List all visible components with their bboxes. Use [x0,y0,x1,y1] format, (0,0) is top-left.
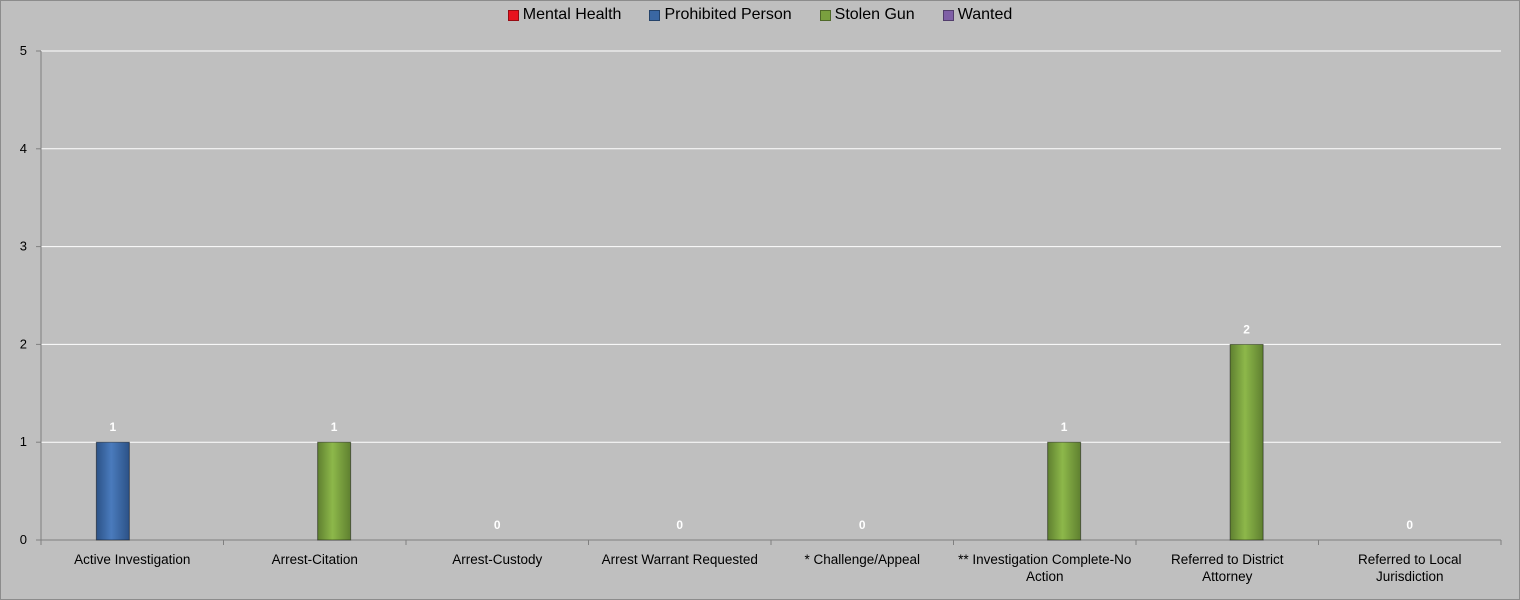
legend-item-mental-health: Mental Health [507,6,622,24]
legend-label: Prohibited Person [664,6,792,23]
y-tick-label: 3 [20,239,27,254]
data-label: 0 [859,518,866,532]
bar [95,441,130,541]
x-tick-label: * Challenge/Appeal [804,552,920,567]
legend-item-prohibited-person: Prohibited Person [649,6,792,24]
data-label: 1 [1061,420,1068,434]
x-tick-label: Arrest Warrant Requested [602,552,758,567]
legend-item-wanted: Wanted [942,6,1013,24]
data-label: 0 [676,518,683,532]
y-tick-label: 2 [20,336,27,351]
bar [1047,441,1082,541]
legend-label: Stolen Gun [834,6,915,23]
y-tick-label: 4 [20,141,27,156]
x-tick-label: ** Investigation Complete-No Action [958,552,1131,584]
data-label: 1 [110,420,117,434]
x-tick-label: Active Investigation [74,552,190,567]
data-label: 2 [1243,322,1250,336]
legend-swatch [942,9,954,21]
data-label: 0 [1406,518,1413,532]
legend-swatch [649,9,661,21]
legend-label: Wanted [957,6,1013,23]
x-tick-label: Referred to District Attorney [1171,552,1284,584]
legend: Mental Health Prohibited Person Stolen G… [0,6,1520,24]
legend-swatch [507,9,519,21]
y-tick-label: 0 [20,532,27,547]
x-tick-label: Arrest-Custody [452,552,542,567]
bar [317,441,352,541]
legend-swatch [819,9,831,21]
legend-item-stolen-gun: Stolen Gun [819,6,915,24]
x-tick-label: Arrest-Citation [272,552,358,567]
y-tick-label: 1 [20,434,27,449]
legend-label: Mental Health [522,6,622,23]
x-tick-label: Referred to Local Jurisdiction [1358,552,1462,584]
data-label: 1 [331,420,338,434]
data-label: 0 [494,518,501,532]
y-tick-label: 5 [20,43,27,58]
bar [1229,343,1264,541]
